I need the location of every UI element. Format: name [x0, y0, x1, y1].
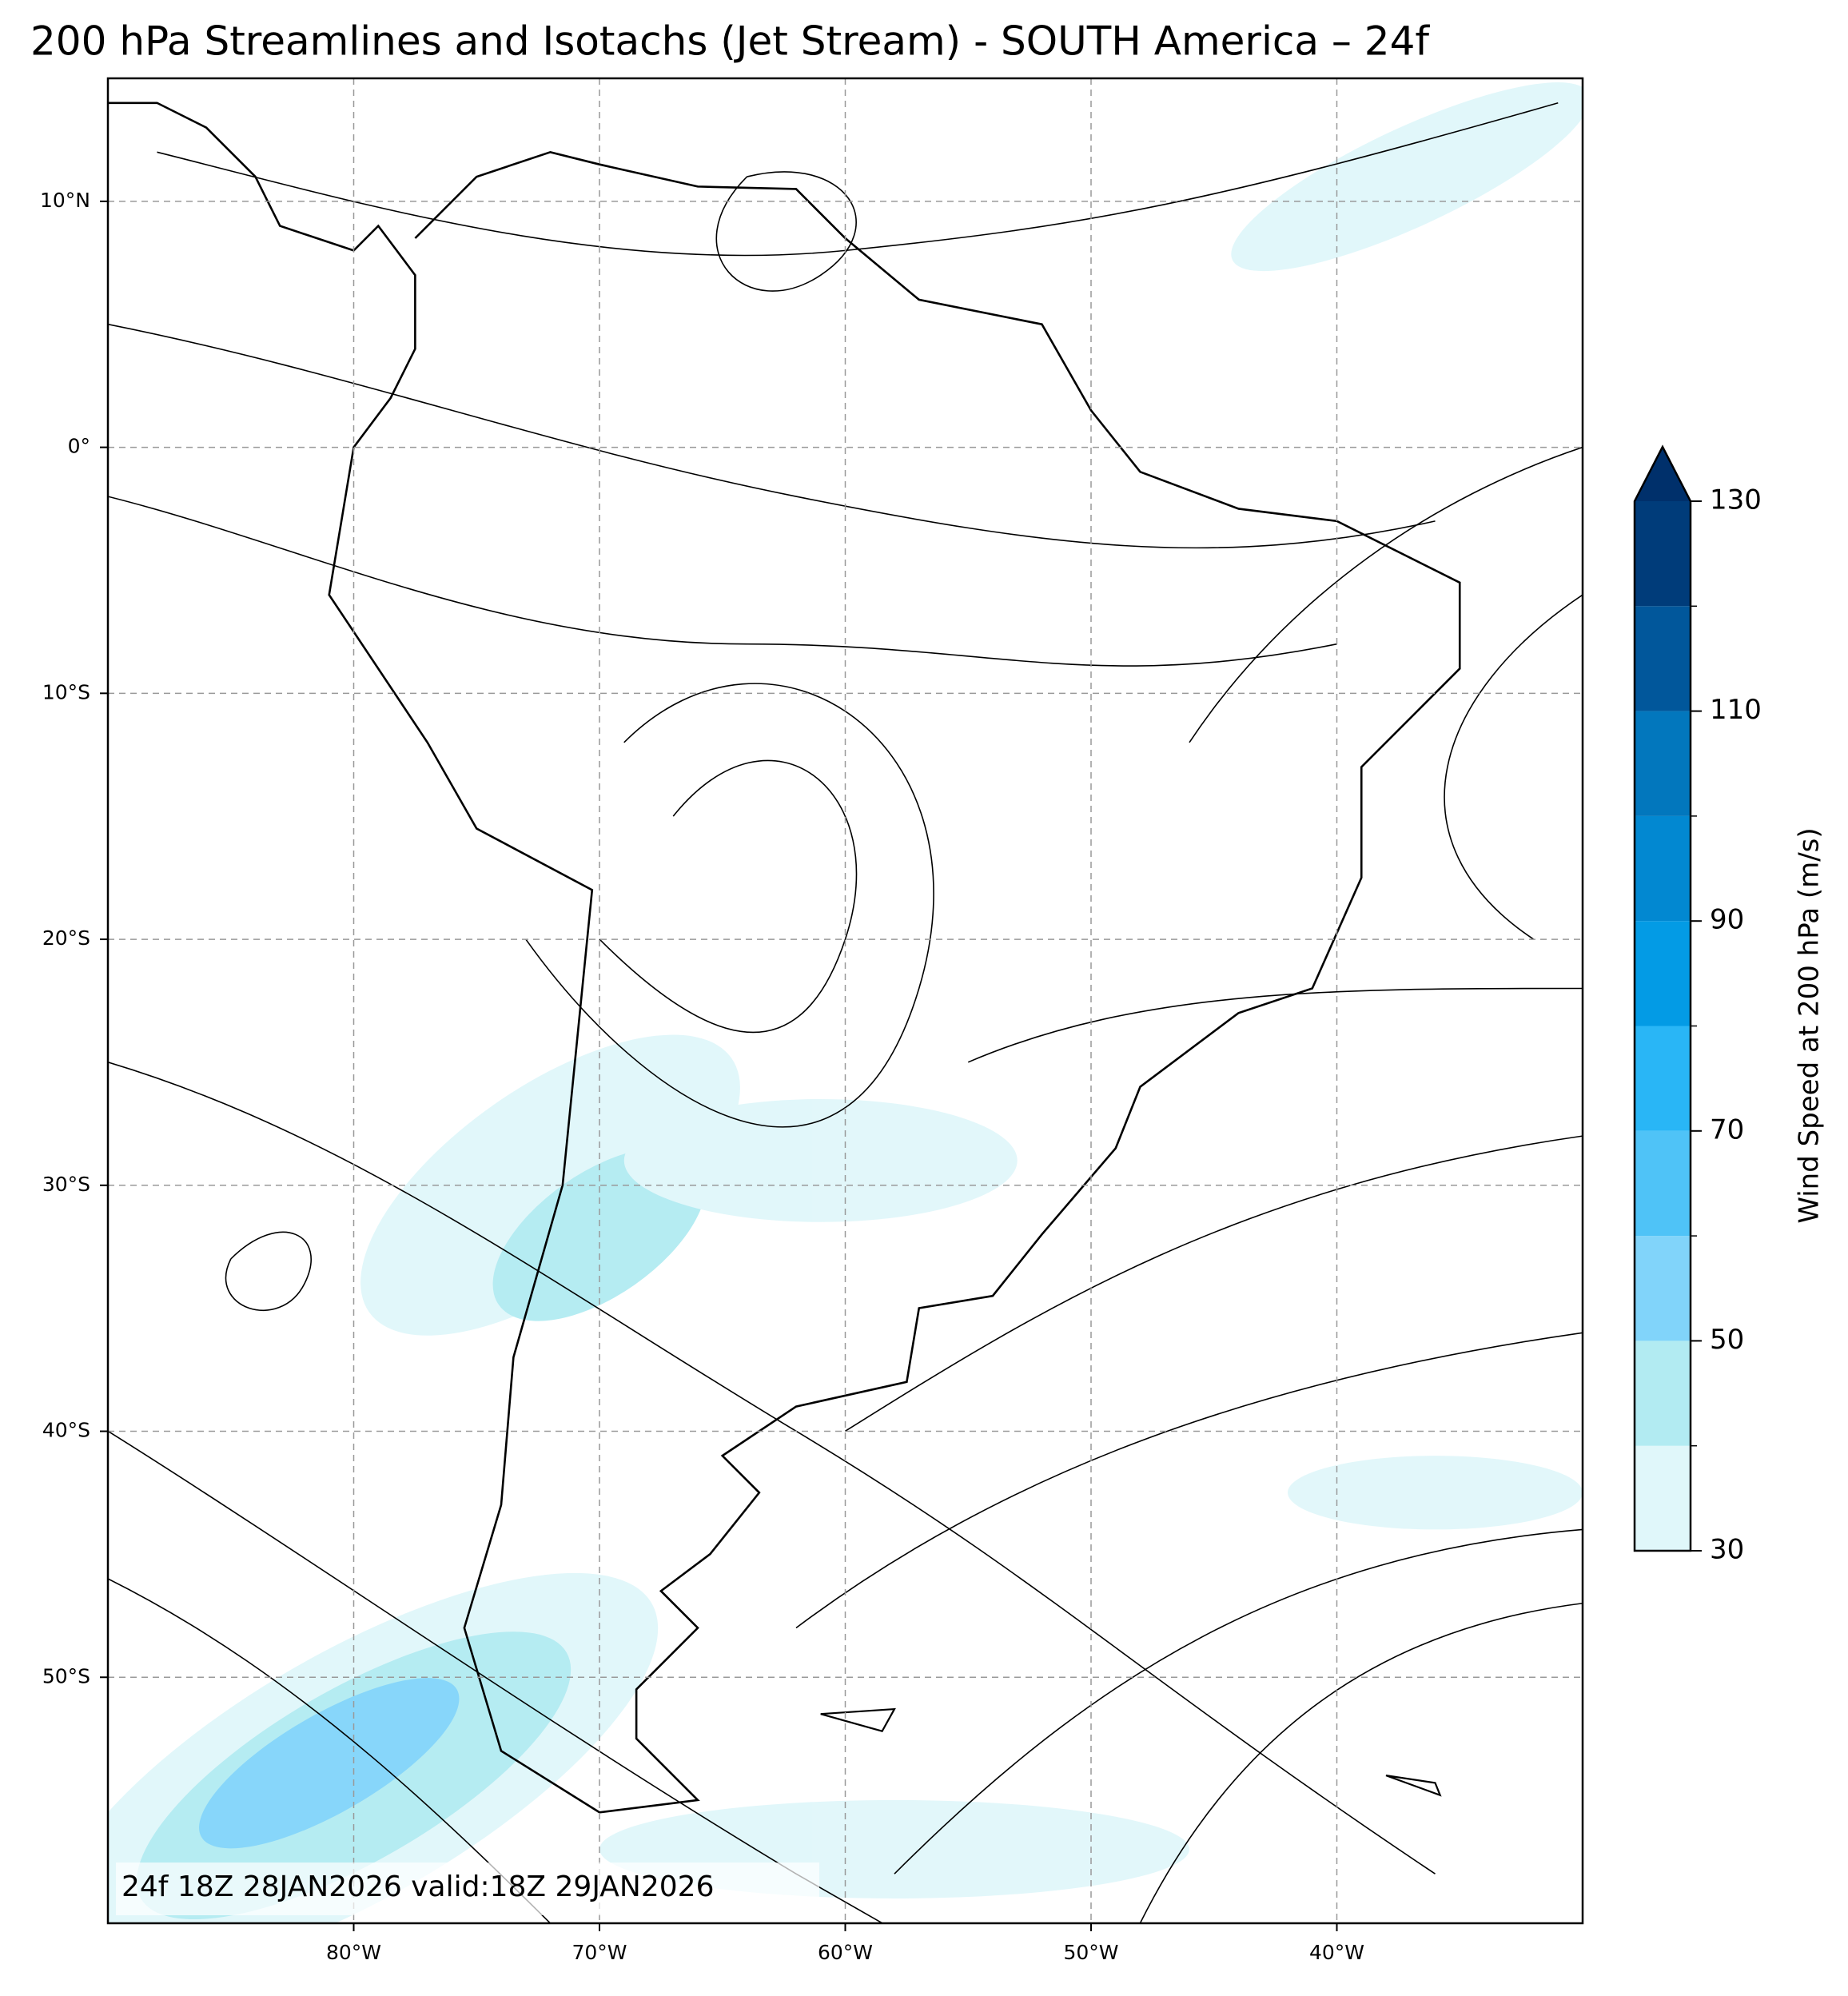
colorbar-tick-label: 110: [1710, 694, 1762, 726]
lon-tick-label: 50°W: [1063, 1941, 1118, 1964]
colorbar-label: Wind Speed at 200 hPa (m/s): [1794, 827, 1826, 1223]
colorbar-segment: [1635, 1445, 1691, 1551]
colorbar-segment: [1635, 501, 1691, 607]
lon-tick-label: 60°W: [818, 1941, 873, 1964]
colorbar-segment: [1635, 1236, 1691, 1341]
colorbar-tick-label: 90: [1710, 904, 1744, 936]
lat-tick-label: 50°S: [42, 1664, 90, 1687]
lat-tick-label: 10°N: [40, 189, 90, 212]
colorbar-segment: [1635, 1341, 1691, 1446]
colorbar-extend: [1635, 447, 1691, 501]
coastline: [108, 103, 1460, 1813]
colorbar-segment: [1635, 815, 1691, 922]
colorbar-segment: [1635, 1130, 1691, 1237]
colorbar-outline: [1633, 444, 1692, 1552]
lat-tick-label: 0°: [68, 435, 90, 458]
lat-tick-label: 10°S: [42, 680, 90, 703]
colorbar-tick-label: 130: [1710, 484, 1762, 516]
title: 200 hPa Streamlines and Isotachs (Jet St…: [30, 18, 1430, 65]
colorbar: 30 50 70 90 110 130: [1633, 444, 1762, 1566]
graticule: [108, 78, 1583, 1923]
lat-tick-label: 20°S: [42, 926, 90, 950]
colorbar-tick-label: 50: [1710, 1324, 1744, 1356]
annotation: 24f 18Z 28JAN2026 valid:18Z 29JAN2026: [121, 1871, 714, 1903]
colorbar-segment: [1635, 711, 1691, 816]
colorbar-segment: [1635, 606, 1691, 711]
colorbar-segment: [1635, 1026, 1691, 1131]
lon-tick-label: 70°W: [572, 1941, 627, 1964]
colorbar-segment: [1635, 921, 1691, 1026]
colorbar-tick-label: 30: [1710, 1534, 1744, 1566]
lon-tick-label: 40°W: [1309, 1941, 1364, 1964]
lat-tick-label: 30°S: [42, 1173, 90, 1196]
map-layer: [108, 49, 1583, 1923]
islands: [821, 1709, 1440, 1795]
lon-tick-label: 80°W: [326, 1941, 381, 1964]
annotation-box: [116, 1863, 819, 1915]
lat-tick-label: 40°S: [42, 1419, 90, 1442]
colorbar-tick-label: 70: [1710, 1114, 1744, 1145]
